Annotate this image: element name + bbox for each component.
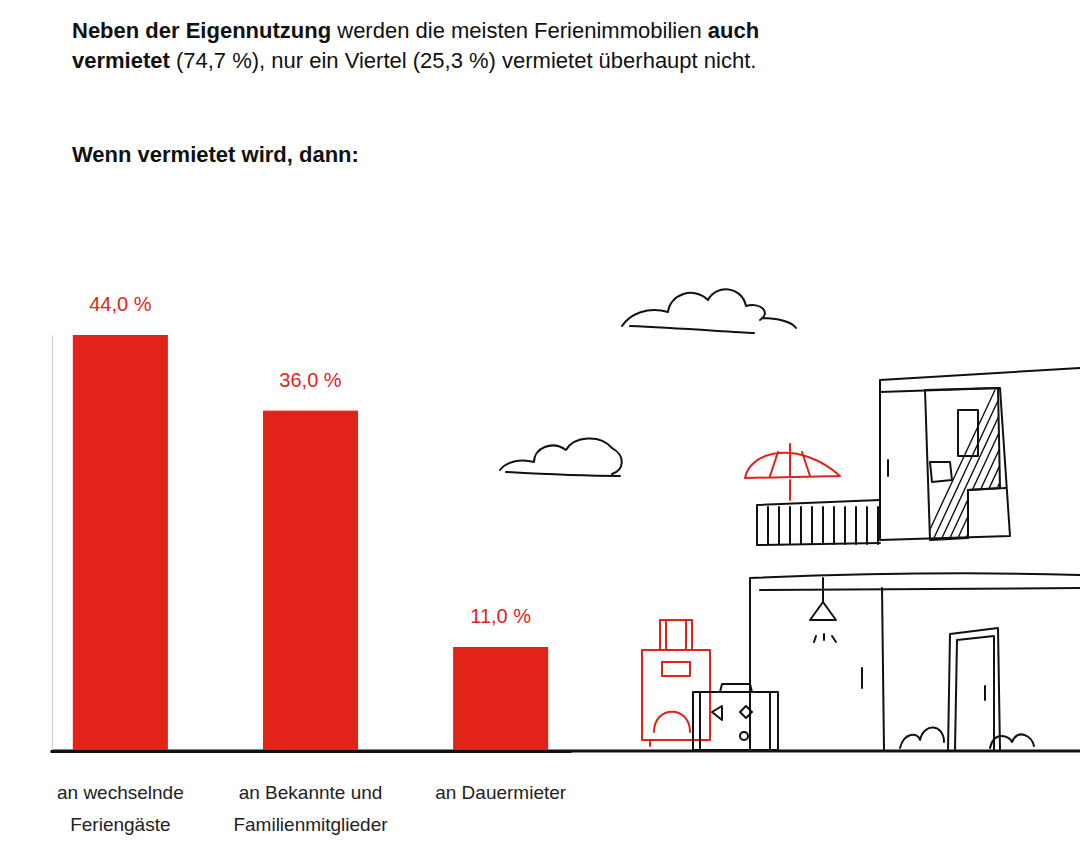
house-lower [750,574,1080,750]
data-labels: 44,0 % 36,0 % 11,0 % [89,293,531,627]
title: Neben der Eigennutzung werden die meiste… [72,18,759,73]
balcony-bar [789,507,791,544]
umbrella [745,444,840,500]
cloud [622,289,796,333]
title-line: Neben der Eigennutzung werden die meiste… [72,18,759,43]
title-segment: (74,7 %), nur ein Viertel (25,3 %) vermi… [170,48,757,73]
cloud [500,438,622,476]
lamp [810,578,836,642]
hatch-line [973,390,1043,540]
house-detail [861,668,863,688]
x-tick-label-line: an wechselnde [57,782,184,803]
y-axis-line [52,336,53,752]
hatch-line [957,390,1027,540]
window [930,462,1006,490]
house-upper [880,368,1080,540]
title-line: vermietet (74,7 %), nur ein Viertel (25,… [72,48,756,73]
suitcase-detail [740,732,748,740]
balcony-bar [811,507,813,544]
balcony-bar [855,507,857,544]
house-wall [882,588,884,750]
bars [73,335,548,751]
door [948,628,1000,750]
bar [73,335,168,751]
x-tick: an Bekannte und Familienmitglieder [233,751,388,835]
x-axis: an wechselnde Feriengäste an Bekannte und F… [51,751,572,835]
house-detail [887,460,889,476]
hatch-outline [925,388,1000,540]
balcony-bar [866,507,868,544]
bush [900,727,1034,748]
window [958,410,978,456]
balcony-bar [800,507,802,544]
x-tick-label: an Dauermieter [435,782,567,803]
x-tick-label-line: Feriengäste [70,814,170,835]
y-axis [52,336,53,752]
hatch-line [941,390,1011,540]
x-tick-label-line: an Dauermieter [435,782,567,803]
x-tick-label-line: Familienmitglieder [233,814,388,835]
balcony-bar [778,507,780,544]
hatch-line [965,390,1035,540]
x-axis-line [51,750,572,753]
hatch-line [997,390,1067,540]
title-segment: vermietet [72,48,171,73]
title-segment: auch [708,18,759,43]
hatch-line [981,390,1051,540]
illustration [500,289,1080,750]
chart: Neben der Eigennutzung werden die meiste… [0,0,1080,851]
x-tick-label-line: an Bekannte und [239,782,383,803]
x-tick-label: an wechselnde Feriengäste [57,782,184,835]
data-label: 36,0 % [279,369,341,391]
data-label: 11,0 % [470,605,531,627]
balcony-bar [767,507,769,544]
balcony-bar [822,507,824,544]
x-tick-label: an Bekannte und Familienmitglieder [233,782,388,835]
x-tick: an Dauermieter [435,751,567,803]
bar [453,647,548,751]
subtitle: Wenn vermietet wird, dann: [72,142,359,167]
hatch [925,388,1075,540]
balcony [757,500,880,545]
hatch-line [949,390,1019,540]
title-segment: werden die meisten Ferienimmobilien [331,18,708,43]
hatch-line [989,390,1059,540]
balcony-bar [844,507,846,544]
bar [263,411,358,751]
balcony-bar [833,507,835,544]
x-tick: an wechselnde Feriengäste [57,751,184,835]
suitcase-black [693,684,778,750]
hatch-line [1005,390,1075,540]
title-segment: Neben der Eigennutzung [72,18,331,43]
data-label: 44,0 % [89,293,151,315]
balcony-bar [877,507,879,544]
